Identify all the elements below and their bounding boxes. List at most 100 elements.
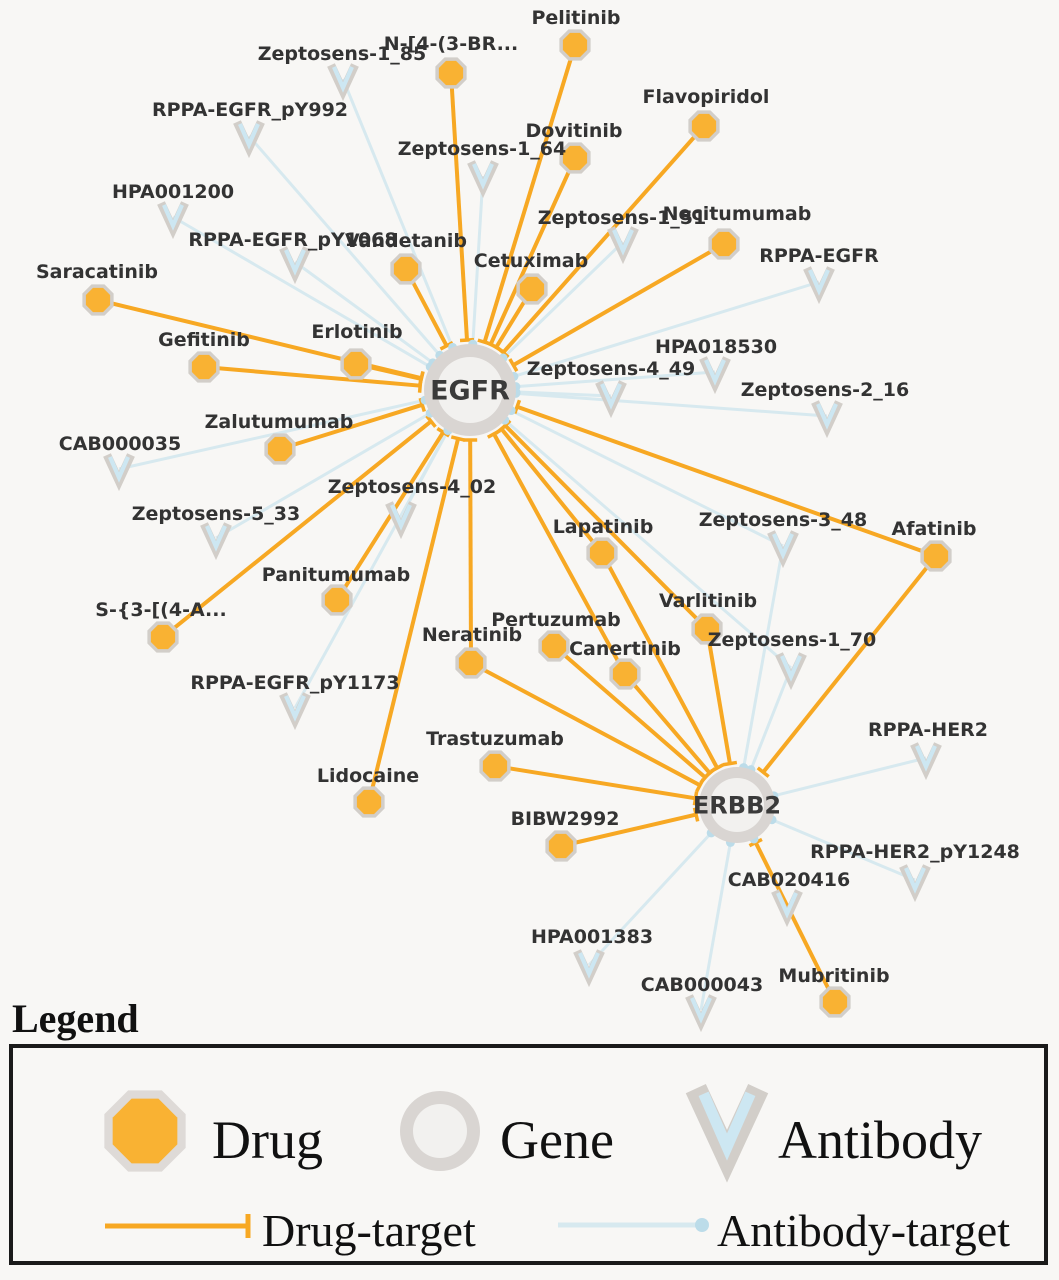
antibody-node-RPPA-EGFR_pY1173-inner (284, 695, 306, 722)
antibody-node-Zeptosens-3_48-inner (772, 533, 794, 560)
legend-title: Legend (12, 996, 139, 1041)
drug-target-edge-tee (425, 414, 437, 428)
antibody-target-edge (512, 410, 784, 548)
drug-node-Flavopiridol[interactable] (688, 110, 720, 142)
drug-label: BIBW2992 (511, 808, 620, 830)
antibody-node-HPA001383-inner (578, 952, 600, 979)
drug-target-edge (161, 419, 433, 639)
legend-drug-octagon-icon (112, 1098, 178, 1164)
drug-target-edge (623, 672, 712, 775)
drug-node-Pertuzumab[interactable] (538, 630, 570, 662)
legend-antibody-chevron-icon-inner (698, 1091, 756, 1161)
gene-label: EGFR (430, 376, 510, 407)
antibody-label: RPPA-HER2_pY1248 (810, 841, 1020, 863)
legend-gene-ring-inner (413, 1104, 467, 1158)
antibody-node-CAB020416-inner (776, 892, 798, 919)
drug-node-Panitumumab[interactable] (321, 584, 353, 616)
antibody-target-edge (773, 819, 916, 882)
antibody-label: Zeptosens-1_85 (258, 43, 426, 65)
drug-target-edge (470, 661, 701, 787)
antibody-target-edge (699, 844, 732, 1011)
drug-node-Pelitinib[interactable] (559, 29, 591, 61)
drug-label: Pelitinib (531, 7, 620, 29)
drug-node-Lapatinib[interactable] (586, 537, 618, 569)
drug-target-edge-tee (486, 428, 501, 439)
drug-target-edge-tee (692, 807, 700, 822)
drug-label: Lapatinib (553, 516, 654, 538)
antibody-label: RPPA-EGFR (759, 245, 879, 267)
drug-node-Mubritinib[interactable] (819, 986, 851, 1018)
drug-node-Dovitinib[interactable] (559, 142, 591, 174)
drug-node-Afatinib[interactable] (920, 540, 952, 572)
drug-node-Saracatinib[interactable] (82, 284, 114, 316)
drug-label: Mubritinib (778, 965, 889, 987)
antibody-target-edge (118, 399, 424, 471)
antibody-node-RPPA-EGFR_pY1068-inner (284, 249, 306, 276)
antibody-node-Zeptosens-1_51-inner (612, 229, 634, 256)
antibody-target-edge (293, 431, 449, 709)
drug-node-Neratinib[interactable] (455, 647, 487, 679)
drug-node-N-[4-(3-BR...[interactable] (435, 57, 467, 89)
antibody-label: CAB020416 (728, 869, 850, 891)
antibody-target-edge (750, 667, 793, 769)
drug-target-edge-tee (450, 435, 466, 442)
antibody-target-edge (341, 78, 454, 347)
drug-node-Varlitinib[interactable] (691, 613, 723, 645)
gene-node-inner-ERBB2 (710, 778, 764, 832)
antibody-node-HPA018530-inner (704, 359, 726, 386)
antibody-node-Zeptosens-4_49-inner (600, 383, 622, 410)
drug-label: Trastuzumab (426, 728, 564, 750)
drug-target-edge (501, 124, 706, 354)
antibody-label: Zeptosens-3_48 (699, 509, 867, 531)
gene-label: ERBB2 (693, 792, 781, 820)
drug-label: Panitumumab (262, 564, 410, 586)
antibody-target-edge (587, 833, 711, 967)
legend-edge-label: Drug-target (262, 1205, 476, 1256)
drug-target-edge-tee (756, 766, 770, 778)
drug-node-Erlotinib[interactable] (340, 348, 372, 380)
antibody-node-CAB000043-inner (690, 997, 712, 1024)
drug-node-BIBW2992[interactable] (545, 830, 577, 862)
drug-label: Varlitinib (659, 590, 757, 612)
drug-node-Cetuximab[interactable] (516, 273, 548, 305)
antibody-target-edge (247, 135, 440, 355)
antibody-node-RPPA-HER2-inner (915, 745, 937, 772)
antibody-label: Zeptosens-4_02 (328, 476, 496, 498)
drug-node-Necitumumab[interactable] (708, 228, 740, 260)
antibody-target-edge (294, 260, 433, 363)
antibody-label: Zeptosens-4_49 (527, 358, 695, 380)
antibody-node-Zeptosens-5_33-inner (205, 525, 227, 552)
drug-target-edge (367, 438, 461, 803)
drug-label: Pertuzumab (491, 609, 621, 631)
drug-node-Trastuzumab[interactable] (479, 750, 511, 782)
drug-target-edge (488, 157, 577, 346)
drug-node-Canertinib[interactable] (609, 658, 641, 690)
drug-node-Zalutumumab[interactable] (264, 433, 296, 465)
antibody-target-edge (172, 215, 430, 368)
antibody-target-edge (215, 412, 430, 540)
drug-target-edge-tee (692, 791, 699, 806)
antibody-label: RPPA-EGFR_pY1173 (190, 672, 399, 694)
drug-target-edge (449, 72, 470, 341)
antibody-node-RPPA-HER2_pY1248-inner (904, 867, 926, 894)
drug-target-edge (560, 812, 697, 848)
antibody-node-Zeptosens-1_70-inner (780, 655, 802, 682)
drug-node-S-{3-[(4-A...[interactable] (147, 621, 179, 653)
drug-target-edge-tee (417, 371, 425, 387)
drug-label: Lidocaine (317, 765, 419, 787)
drug-target-edge (492, 432, 627, 675)
legend-item-label: Antibody (778, 1110, 982, 1170)
drug-target-edge (279, 402, 423, 451)
antibody-label: HPA001200 (112, 181, 234, 203)
antibody-target-edge (503, 240, 625, 358)
antibody-label: Zeptosens-1_64 (398, 138, 566, 160)
antibody-node-Zeptosens-4_02-inner (390, 504, 412, 531)
antibody-label: HPA001383 (531, 926, 653, 948)
drug-label: N-[4-(3-BR... (384, 33, 518, 55)
drug-node-Vandetanib[interactable] (390, 253, 422, 285)
drug-target-edge-tee (508, 358, 519, 373)
drug-target-edge (503, 424, 709, 631)
drug-node-Gefitinib[interactable] (188, 351, 220, 383)
antibody-node-CAB000035-inner (108, 456, 130, 483)
drug-node-Lidocaine[interactable] (353, 786, 385, 818)
